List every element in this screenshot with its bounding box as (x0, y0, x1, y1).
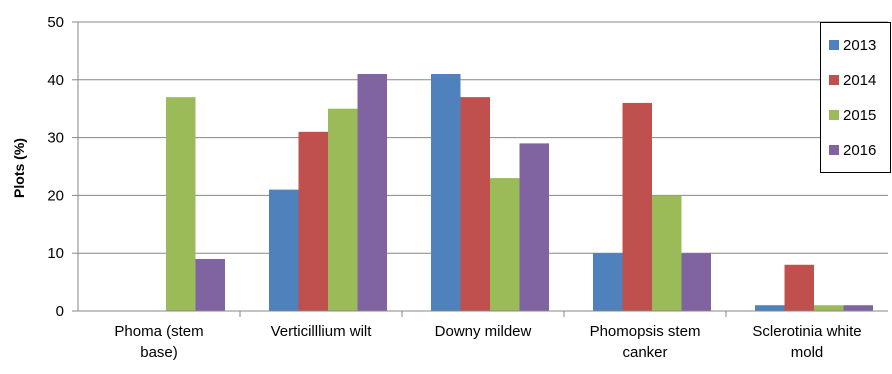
bar-2016 (843, 305, 873, 311)
bar-2014 (622, 102, 652, 311)
bar-2016 (681, 253, 711, 311)
legend-swatch (829, 110, 839, 120)
legend-swatch (829, 40, 839, 50)
y-tick-label: 20 (47, 187, 64, 204)
bar-2016 (519, 143, 549, 311)
bar-2016 (357, 74, 387, 312)
bar-2015 (166, 97, 196, 311)
category-label: Verticilllium wilt (271, 323, 373, 340)
legend-swatch (829, 75, 839, 85)
bar-2014 (460, 97, 490, 311)
bar-2014 (298, 131, 328, 311)
y-tick-label: 40 (47, 72, 64, 89)
category-label: canker (622, 344, 667, 361)
y-tick-labels: 0 10 20 30 40 50 (47, 14, 64, 320)
category-label: mold (791, 344, 824, 361)
bar-2013 (755, 305, 785, 311)
legend-label: 2016 (843, 142, 876, 159)
axes (72, 21, 888, 317)
category-label: base) (140, 344, 178, 361)
bar-2013 (269, 189, 299, 311)
bar-2014 (784, 264, 814, 311)
category-label: Phoma (stem (114, 323, 203, 340)
bar-2015 (652, 195, 682, 311)
category-labels: Phoma (stem base) Verticilllium wilt Downy … (114, 323, 861, 361)
bar-2013 (431, 74, 461, 312)
legend-label: 2014 (843, 72, 876, 89)
y-axis-label: Plots (%) (11, 138, 27, 198)
legend: 2013 2014 2015 2016 (820, 22, 891, 173)
bar-2015 (328, 108, 358, 311)
bars (166, 74, 873, 312)
legend-label: 2015 (843, 107, 876, 124)
bar-2016 (195, 258, 225, 311)
y-tick-label: 10 (47, 245, 64, 262)
y-tick-label: 50 (47, 14, 64, 31)
y-tick-label: 0 (56, 303, 64, 320)
bar-2013 (593, 253, 623, 311)
category-label: Sclerotinia white (752, 323, 861, 340)
legend-swatch (829, 145, 839, 155)
legend-label: 2013 (843, 37, 876, 54)
bar-2015 (490, 178, 520, 311)
bar-2015 (814, 305, 844, 311)
category-label: Downy mildew (435, 323, 532, 340)
category-label: Phomopsis stem (590, 323, 701, 340)
y-tick-label: 30 (47, 130, 64, 147)
